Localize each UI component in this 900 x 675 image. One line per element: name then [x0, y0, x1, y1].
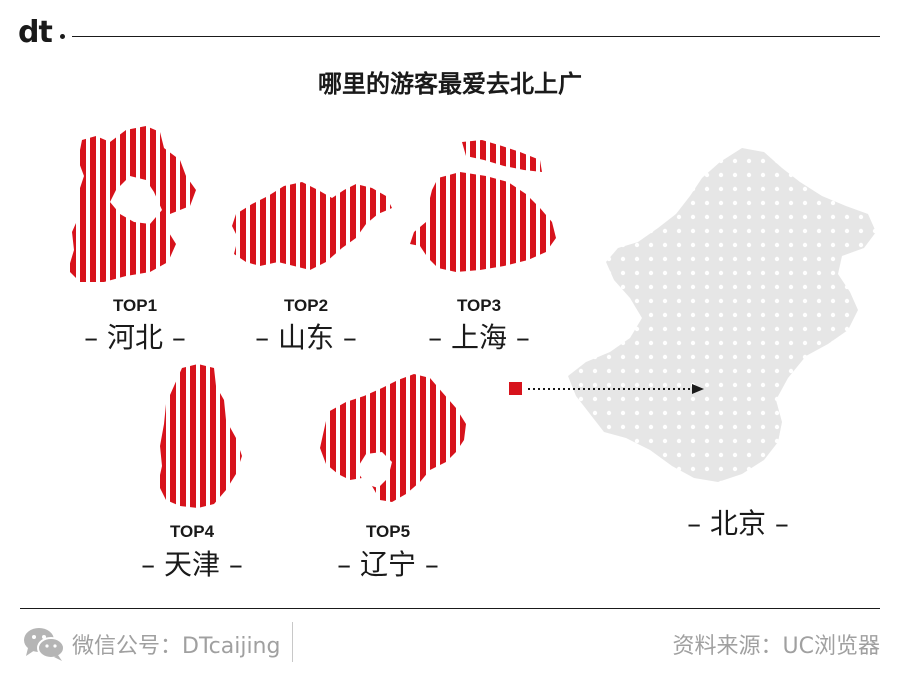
hebei-map [68, 126, 196, 282]
top-divider [72, 36, 880, 37]
province-label-shanghai: – 上海 – [428, 321, 530, 354]
rank-label-top5: TOP5 [365, 522, 411, 541]
tianjin-map [158, 364, 242, 508]
rank-label-top2: TOP2 [283, 296, 329, 315]
liaoning-map [320, 374, 466, 502]
province-label-hebei: – 河北 – [84, 321, 186, 354]
flow-arrow-head [692, 384, 704, 394]
rank-label-top1: TOP1 [112, 296, 158, 315]
destination-label-beijing: – 北京 – [687, 507, 789, 540]
province-label-liaoning: – 辽宁 – [337, 548, 439, 581]
province-label-shandong: – 山东 – [255, 321, 357, 354]
shanghai-map [410, 140, 556, 272]
rank-label-top3: TOP3 [456, 296, 502, 315]
footer-separator [292, 622, 293, 662]
wechat-icon [24, 628, 65, 661]
shandong-map [232, 182, 392, 270]
origin-marker [509, 382, 522, 395]
dt-logo: dt [18, 15, 53, 50]
beijing-tianjin-hole [110, 176, 162, 224]
wechat-account-text: 微信公号：DTcaijing [72, 634, 281, 659]
logo-dot [60, 34, 65, 39]
page-title: 哪里的游客最爱去北上广 [318, 70, 582, 98]
data-source-text: 资料来源：UC浏览器 [672, 634, 880, 659]
bottom-divider [20, 608, 880, 609]
rank-label-top4: TOP4 [169, 522, 215, 541]
beijing-map [568, 148, 876, 482]
liaodong-bay [356, 452, 392, 488]
province-label-tianjin: – 天津 – [141, 548, 243, 581]
